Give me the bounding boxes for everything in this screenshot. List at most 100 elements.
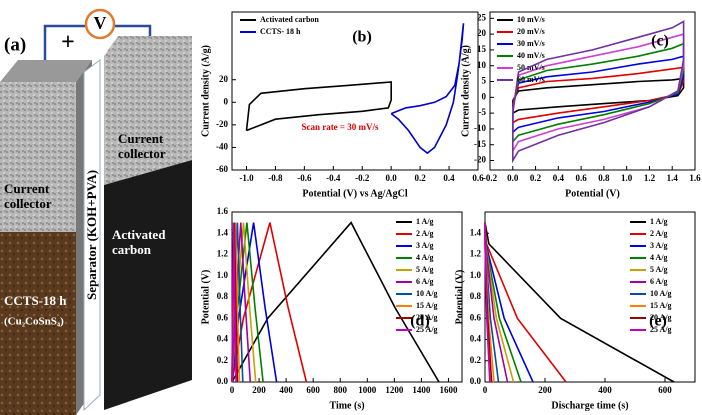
legend-label: 2 A/g (416, 229, 434, 238)
legend-label: 3 A/g (650, 241, 668, 250)
legend-label: 25 A/g (416, 325, 438, 334)
panel-label: (b) (352, 29, 372, 46)
y-tick-label: 10 (477, 60, 487, 70)
x-tick-label: 1.4 (667, 173, 679, 183)
y-tick-label: 1.0 (217, 270, 229, 280)
y-axis-label: Current density (A/g) (460, 45, 471, 137)
y-tick-label: 1.2 (217, 249, 229, 259)
y-tick-label: 0 (224, 96, 229, 106)
y-tick-label: 0.2 (217, 355, 229, 365)
y-tick-label: 0.2 (470, 355, 482, 365)
series-line (245, 81, 392, 132)
right-electrode-label: Activated carbon (112, 227, 166, 257)
x-tick-label: 1600 (439, 385, 458, 395)
series-line (511, 66, 685, 124)
meter-label: V (94, 13, 107, 33)
separator (83, 59, 101, 412)
legend-label: Activated carbon (260, 15, 319, 24)
x-tick-label: 800 (333, 385, 347, 395)
legend-label: 10 A/g (650, 289, 672, 298)
x-tick-label: -0.6 (297, 173, 312, 183)
panel-label: (e) (649, 313, 667, 330)
x-tick-label: 600 (658, 385, 672, 395)
series-line (484, 222, 675, 383)
panel-label: (c) (651, 33, 669, 50)
series-line (511, 42, 685, 144)
plot-frame (231, 11, 479, 171)
series-line (484, 222, 491, 383)
series-line (231, 222, 308, 383)
x-tick-label: 1.2 (644, 173, 656, 183)
y-axis-label: Potential (V) (454, 270, 465, 325)
y-axis-label: Current density (A/g) (200, 45, 211, 137)
x-tick-label: 0.4 (553, 173, 565, 183)
x-tick-label: 600 (306, 385, 320, 395)
y-tick-label: 0.4 (217, 334, 229, 344)
series-line (511, 33, 685, 154)
voltmeter (84, 8, 116, 40)
left-electrode (0, 232, 76, 415)
y-tick-label: 0.8 (470, 291, 482, 301)
legend-label: 2 A/g (650, 229, 668, 238)
y-tick-label: -20 (216, 119, 228, 129)
plot-frame (489, 11, 696, 171)
x-tick-label: 1200 (385, 385, 404, 395)
series-line (511, 77, 685, 115)
x-tick-label: 1000 (358, 385, 377, 395)
legend-label: CCTS- 18 h (260, 27, 301, 36)
legend-label: 40 mV/s (517, 51, 545, 60)
y-tick-label: -10 (474, 123, 486, 133)
x-tick-label: -0.8 (268, 173, 283, 183)
y-tick-label: 0.0 (470, 376, 482, 386)
legend-label: 6 A/g (416, 277, 434, 286)
legend-label: 10 mV/s (517, 15, 545, 24)
x-tick-label: 0.2 (530, 173, 542, 183)
panel-label: (a) (4, 34, 26, 55)
y-tick-label: -5 (479, 107, 487, 117)
y-tick-label: 25 (477, 12, 487, 22)
x-axis-label: Time (s) (329, 400, 364, 411)
x-tick-label: 0.0 (507, 173, 519, 183)
legend-label: 1 A/g (416, 217, 434, 226)
annotation: Scan rate = 30 mV/s (301, 122, 379, 132)
legend-label: 20 A/g (650, 313, 672, 322)
y-tick-label: 0.8 (217, 291, 229, 301)
left-collector-top (0, 60, 92, 82)
legend-label: 20 mV/s (517, 27, 545, 36)
series-line (390, 23, 465, 155)
legend-label: 4 A/g (416, 253, 434, 262)
wire (43, 24, 86, 72)
series-line (231, 221, 440, 383)
x-tick-label: 400 (279, 385, 293, 395)
legend-label: 6 A/g (650, 277, 668, 286)
right-electrode (104, 160, 192, 410)
legend-label: 5 A/g (416, 265, 434, 274)
legend-label: 10 A/g (416, 289, 438, 298)
legend-label: 25 A/g (650, 325, 672, 334)
x-tick-label: -0.2 (355, 173, 370, 183)
x-tick-label: -0.4 (326, 173, 341, 183)
legend-label: 4 A/g (650, 253, 668, 262)
y-tick-label: -15 (474, 139, 486, 149)
y-axis-label: Potential (V) (200, 270, 211, 325)
legend-label: 5 A/g (650, 265, 668, 274)
x-tick-label: -0.2 (483, 173, 498, 183)
legend-label: 20 A/g (416, 313, 438, 322)
y-tick-label: 20 (477, 28, 487, 38)
y-tick-label: 1.6 (217, 206, 229, 216)
y-tick-label: 0.6 (217, 312, 229, 322)
y-tick-label: -20 (474, 155, 486, 165)
x-axis-label: Potential (V) (565, 188, 620, 199)
y-tick-label: -40 (216, 141, 228, 151)
x-axis-label: Potential (V) vs Ag/AgCl (302, 188, 407, 199)
x-tick-label: 0 (483, 385, 488, 395)
x-tick-label: 1.0 (621, 173, 633, 183)
x-tick-label: -1.0 (239, 173, 254, 183)
legend-label: 15 A/g (650, 301, 672, 310)
x-tick-label: 0.6 (472, 173, 484, 183)
legend-label: 15 A/g (416, 301, 438, 310)
legend-label: 60 mV/s (517, 75, 545, 84)
left-formula: (Cu₂CoSnS₄) (4, 316, 64, 328)
y-tick-label: -60 (216, 164, 228, 174)
